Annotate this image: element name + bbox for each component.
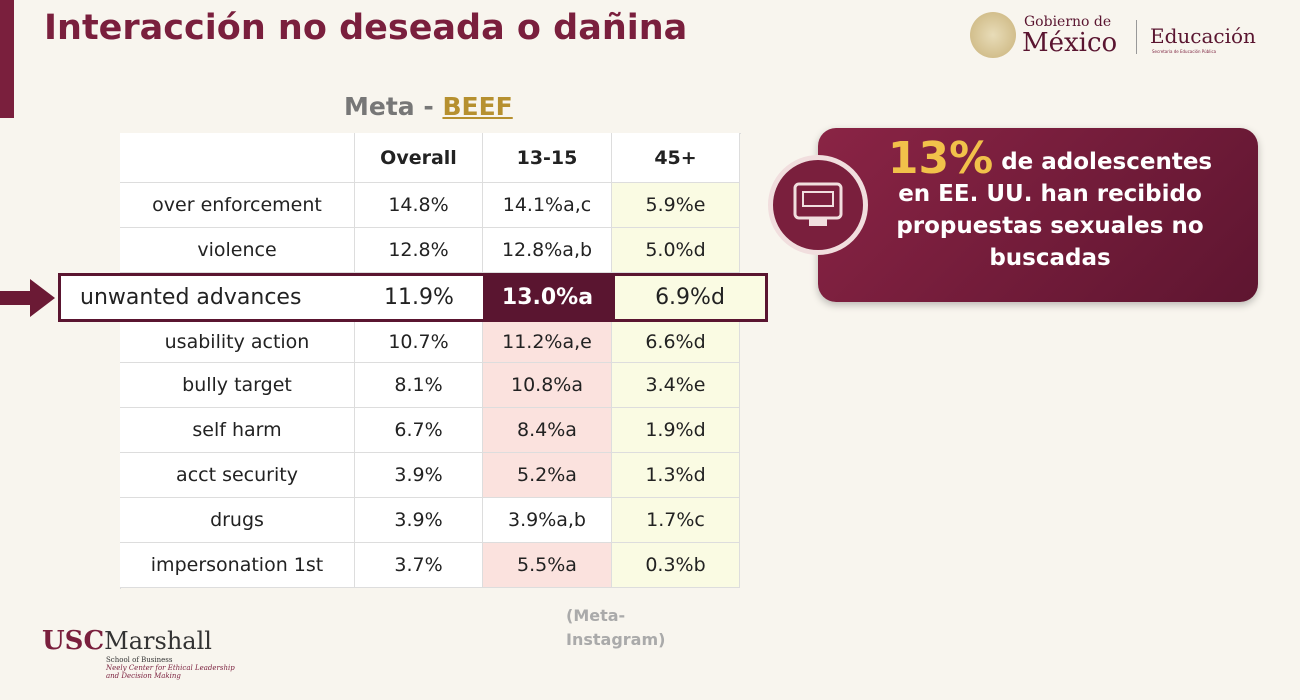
school: School of Business: [106, 656, 173, 664]
caption-link[interactable]: BEEF: [442, 92, 513, 121]
title: Interacción no deseada o dañina: [44, 8, 688, 48]
cell: 5.2%a: [483, 453, 612, 498]
logo-sep: Secretaría de Educación Pública: [1152, 49, 1217, 54]
logo-seal: [970, 12, 1016, 58]
callout-line: propuestas sexuales no: [896, 213, 1204, 239]
cell: 6.6%d: [612, 322, 740, 363]
cell: 12.8%a,b: [483, 228, 612, 273]
marshall: Marshall: [104, 627, 212, 655]
cell: 3.7%: [355, 543, 483, 588]
header-cell: Overall: [355, 133, 483, 183]
logo-educacion: Educación: [1150, 24, 1256, 48]
cell: 3.9%: [355, 453, 483, 498]
table-caption: Meta - BEEF: [344, 92, 513, 121]
source-line: Instagram): [566, 630, 666, 649]
cell: 11.9%: [384, 285, 454, 310]
cell: 0.3%b: [612, 543, 740, 588]
row-label: acct security: [120, 453, 355, 498]
cell: 6.7%: [355, 408, 483, 453]
center2: and Decision Making: [106, 672, 181, 680]
row-label: impersonation 1st: [120, 543, 355, 588]
cell: 12.8%: [355, 228, 483, 273]
usc: USC: [42, 626, 105, 656]
row-label: over enforcement: [120, 183, 355, 228]
cell: 10.8%a: [483, 363, 612, 408]
row-label: usability action: [120, 322, 355, 363]
logo-divider: [1136, 20, 1137, 54]
cell: 8.1%: [355, 363, 483, 408]
cell: 13.0%a: [483, 276, 612, 319]
callout-icon: [768, 155, 868, 255]
row-label: violence: [120, 228, 355, 273]
row-label: unwanted advances: [80, 285, 302, 310]
icon-monitor: [793, 182, 843, 226]
caption-prefix: Meta -: [344, 92, 434, 121]
callout-box: [818, 128, 1258, 302]
cell: 3.4%e: [612, 363, 740, 408]
usc-logo: USCMarshall School of Business Neely Cen…: [42, 626, 235, 680]
row-label: drugs: [120, 498, 355, 543]
cell: 14.8%: [355, 183, 483, 228]
callout-line: de adolescentes: [1001, 149, 1213, 175]
cell: 14.1%a,c: [483, 183, 612, 228]
cell: 10.7%: [355, 322, 483, 363]
logo-mexico: México: [1022, 28, 1118, 58]
cell: 1.9%d: [612, 408, 740, 453]
cell: 5.9%e: [612, 183, 740, 228]
header-cell: 13-15: [483, 133, 612, 183]
source-note: (Meta- Instagram): [566, 604, 665, 652]
callout-line: buscadas: [989, 245, 1111, 271]
center: Neely Center for Ethical Leadership: [106, 664, 235, 672]
cell: 1.7%c: [612, 498, 740, 543]
cell: 5.0%d: [612, 228, 740, 273]
header-cell: 45+: [612, 133, 740, 183]
cell: 11.2%a,e: [483, 322, 612, 363]
cell: 1.3%d: [612, 453, 740, 498]
row-label: self harm: [120, 408, 355, 453]
cell: 6.9%d: [612, 276, 765, 319]
cell: 3.9%a,b: [483, 498, 612, 543]
logo-gobierno: Gobierno de: [1024, 14, 1112, 30]
cell: 8.4%a: [483, 408, 612, 453]
callout-line: en EE. UU. han recibido: [898, 181, 1202, 207]
row-label: bully target: [120, 363, 355, 408]
cell: 3.9%: [355, 498, 483, 543]
accent-bar: [0, 0, 14, 118]
header-cell: [120, 133, 355, 183]
callout-text: 13% de adolescentes en EE. UU. han recib…: [880, 137, 1220, 274]
callout-figure: 13%: [887, 133, 994, 184]
row-arrow: [0, 279, 55, 317]
source-line: (Meta-: [566, 606, 626, 625]
cell: 5.5%a: [483, 543, 612, 588]
